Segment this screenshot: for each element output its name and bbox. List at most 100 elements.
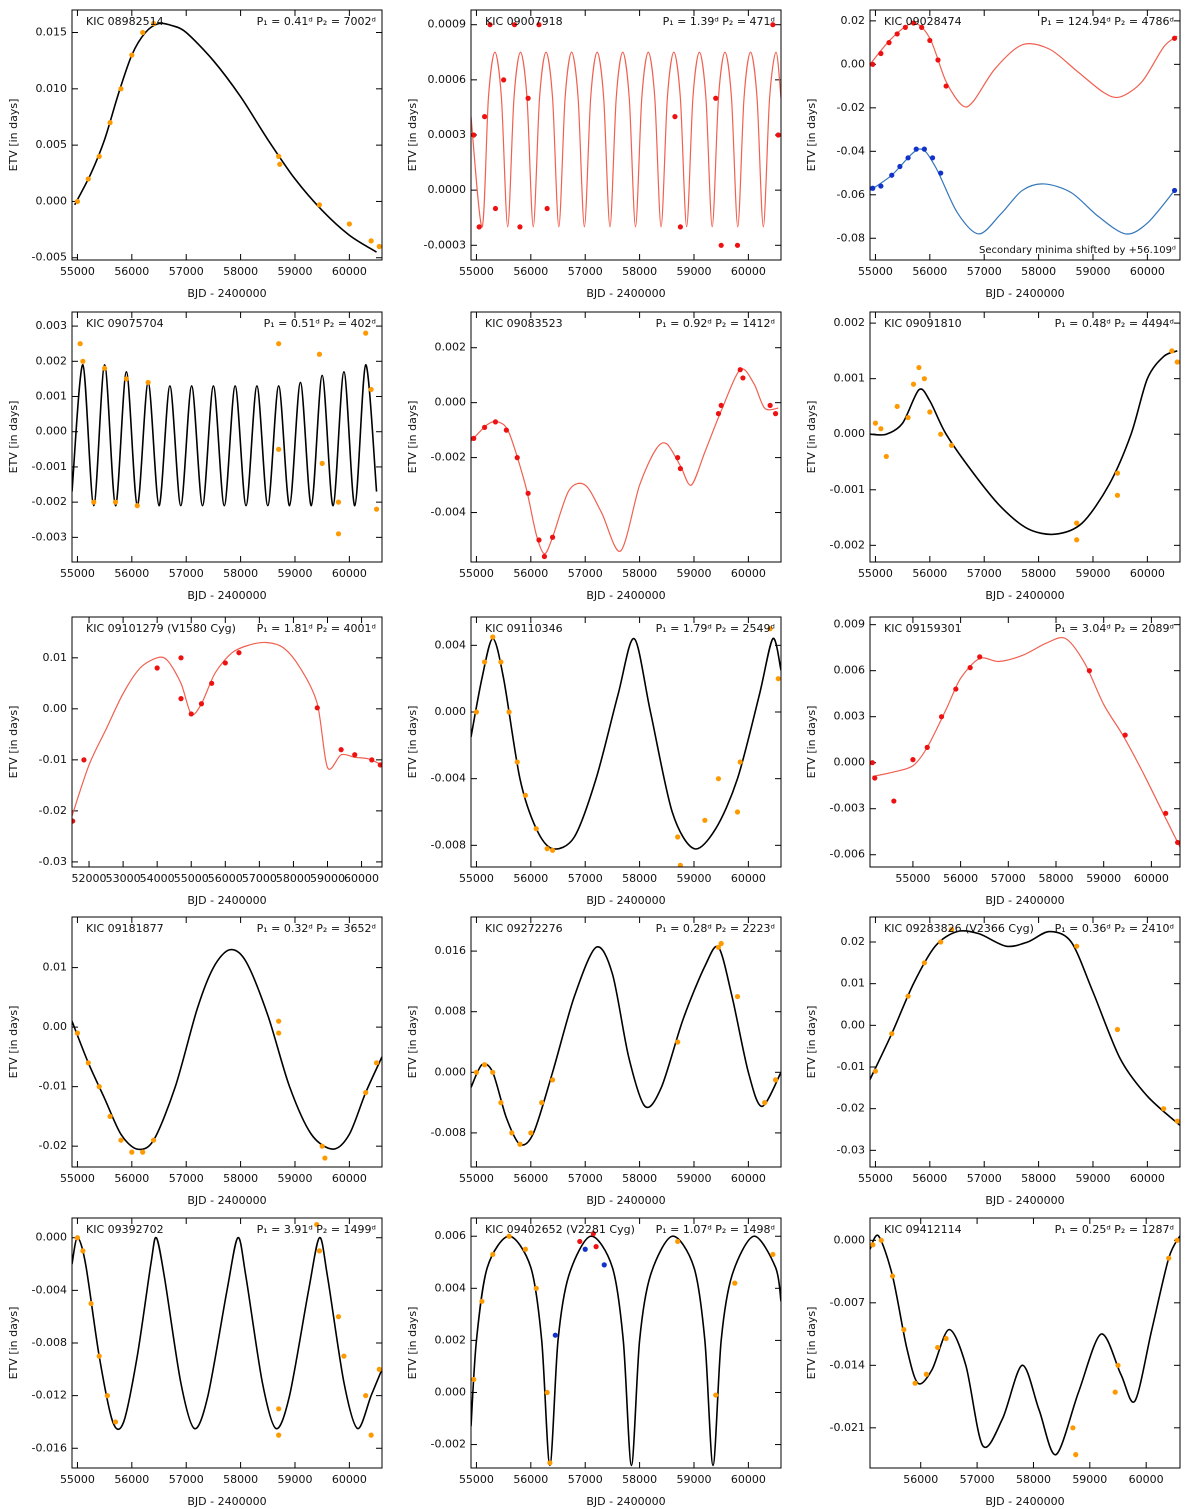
data-point	[923, 1371, 929, 1377]
data-point	[921, 960, 927, 966]
y-tick-label: 0.00	[43, 702, 68, 715]
data-point	[767, 626, 773, 632]
y-tick-label: 0.000	[36, 425, 68, 438]
data-point	[544, 846, 550, 852]
model-curve	[471, 945, 781, 1146]
period-annotation: P₁ = 0.32ᵈ P₂ = 3652ᵈ	[257, 922, 376, 935]
data-point	[549, 534, 556, 540]
data-point	[276, 446, 282, 452]
data-point	[96, 1084, 102, 1090]
period-annotation: P₁ = 1.07ᵈ P₂ = 1498ᵈ	[656, 1223, 775, 1236]
panel-title: KIC 09028474	[884, 15, 962, 28]
data-point	[501, 77, 507, 83]
data-point	[737, 367, 743, 373]
data-point	[1175, 839, 1180, 846]
model-curve	[72, 948, 382, 1151]
panel-title: KIC 08982514	[86, 15, 164, 28]
data-point	[675, 1039, 681, 1045]
data-point	[517, 1141, 523, 1147]
model-curve	[870, 148, 1176, 235]
data-point	[1112, 1389, 1118, 1395]
y-tick-label: -0.0003	[424, 238, 466, 251]
y-tick-label: -0.003	[32, 530, 67, 543]
y-axis-label: ETV [in days]	[7, 1006, 20, 1079]
data-point	[498, 659, 504, 665]
y-tick-label: -0.001	[32, 460, 67, 473]
data-point	[72, 818, 76, 824]
data-point	[481, 114, 488, 120]
x-tick-label: 60000	[731, 265, 766, 278]
x-tick-label: 55000	[60, 1172, 95, 1185]
data-point	[775, 132, 781, 138]
x-tick-label: 57000	[960, 1473, 995, 1486]
data-point	[522, 792, 528, 798]
plot-frame	[470, 1217, 782, 1469]
data-point	[479, 1298, 485, 1304]
y-tick-label: 0.01	[43, 961, 68, 974]
data-point	[80, 358, 86, 364]
data-point	[471, 435, 477, 441]
y-tick-label: -0.02	[39, 1139, 67, 1152]
data-point	[314, 1221, 320, 1228]
model-curve	[870, 1234, 1180, 1456]
data-point	[107, 120, 113, 126]
data-point	[870, 185, 876, 191]
data-point	[134, 503, 140, 509]
data-point	[74, 1235, 81, 1241]
data-point	[536, 537, 542, 543]
data-point	[473, 1069, 480, 1075]
plot-area	[72, 330, 380, 537]
data-point	[544, 205, 550, 212]
y-axis-label: ETV [in days]	[805, 1307, 818, 1380]
plot-area	[870, 926, 1180, 1126]
panel: 56000 57000 58000 59000 60000 -0.021 -0.014 -0.…	[805, 1217, 1181, 1508]
panel-title: KIC 09159301	[884, 622, 962, 635]
data-point	[377, 762, 382, 768]
data-point	[677, 465, 683, 472]
data-point	[96, 1353, 102, 1359]
data-point	[734, 242, 741, 248]
y-tick-label: -0.007	[830, 1296, 865, 1309]
data-point	[363, 1393, 369, 1399]
data-point	[471, 132, 477, 138]
y-tick-label: -0.01	[39, 1080, 67, 1093]
data-point	[335, 499, 342, 505]
x-tick-label: 57000	[967, 567, 1002, 580]
period-annotation: P₁ = 0.41ᵈ P₂ = 7002ᵈ	[257, 15, 376, 28]
data-point	[872, 1068, 879, 1074]
y-tick-label: 0.003	[834, 710, 866, 723]
data-point	[528, 1130, 534, 1136]
x-tick-label: 56000	[114, 1473, 149, 1486]
x-tick-label: 56000	[513, 567, 548, 580]
y-tick-label: 0.000	[834, 427, 866, 440]
y-tick-label: -0.001	[830, 483, 865, 496]
model-curve	[72, 1236, 382, 1431]
x-tick-label: 56000	[513, 1172, 548, 1185]
period-annotation: P₁ = 0.36ᵈ P₂ = 2410ᵈ	[1055, 922, 1174, 935]
y-tick-label: -0.03	[39, 855, 67, 868]
panel-title: KIC 09181877	[86, 922, 164, 935]
panel-title: KIC 09392702	[86, 1223, 164, 1236]
y-tick-label: 0.01	[841, 977, 866, 990]
x-tick-label: 54000	[140, 872, 175, 885]
panel-title: KIC 09402652 (V2281 Cyg)	[485, 1223, 635, 1236]
data-point	[517, 224, 523, 230]
data-point	[276, 1432, 282, 1438]
plot-area	[471, 22, 781, 248]
data-point	[129, 1149, 135, 1155]
x-tick-label: 59000	[676, 567, 711, 580]
x-tick-label: 56000	[114, 567, 149, 580]
panel: 55000 56000 57000 58000 59000 60000 -0.016 -0.0…	[7, 1217, 383, 1508]
y-axis-label: ETV [in days]	[406, 401, 419, 474]
data-point	[675, 834, 681, 840]
data-point	[905, 993, 911, 999]
data-point	[677, 862, 683, 867]
data-point	[150, 20, 157, 27]
data-point	[96, 153, 102, 159]
x-axis-label: BJD - 2400000	[187, 1495, 266, 1508]
y-tick-label: 0.01	[43, 651, 68, 664]
data-point	[1114, 492, 1121, 498]
x-tick-label: 55000	[459, 1172, 494, 1185]
data-point	[872, 775, 878, 781]
data-point	[112, 499, 119, 505]
